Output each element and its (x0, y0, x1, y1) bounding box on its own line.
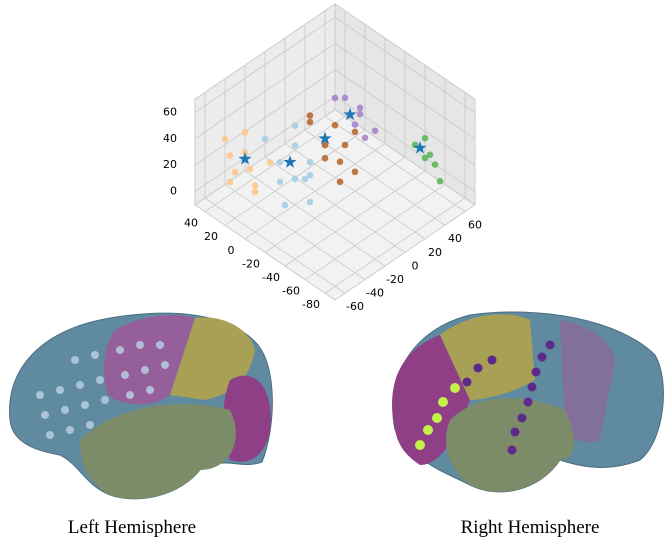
right-brain (392, 312, 663, 492)
point (292, 122, 299, 129)
x-tick-label: 40 (448, 232, 462, 245)
point (292, 176, 299, 183)
z-tick-label: 40 (163, 132, 177, 145)
point (322, 155, 329, 162)
point (307, 119, 314, 126)
caption: Left Hemisphere (68, 517, 196, 538)
x-tick-label: 60 (468, 219, 482, 232)
point (357, 105, 364, 112)
y-tick-label: -20 (242, 257, 260, 270)
point (422, 135, 429, 142)
point (372, 128, 379, 135)
point (232, 169, 239, 176)
x-tick-label: -60 (346, 300, 364, 313)
point (307, 199, 314, 206)
figure: -60-40-200204060-80-60-40-20020400204060… (0, 0, 668, 544)
point (252, 189, 259, 196)
x-tick-label: -20 (386, 273, 404, 286)
point (252, 182, 259, 189)
x-tick-label: 20 (428, 246, 442, 259)
point (222, 136, 229, 143)
point (432, 161, 439, 168)
point (332, 122, 339, 129)
point (277, 159, 284, 166)
caption: Right Hemisphere (461, 517, 600, 538)
y-tick-label: 0 (228, 244, 235, 257)
point (267, 159, 274, 166)
point (282, 202, 289, 209)
point (422, 155, 429, 162)
point (352, 169, 359, 176)
z-tick-label: 0 (170, 185, 177, 198)
point (357, 111, 364, 118)
point (247, 166, 254, 173)
point (337, 159, 344, 166)
point (362, 135, 369, 142)
point (352, 129, 359, 136)
y-tick-label: 20 (204, 230, 218, 243)
z-tick-label: 20 (163, 158, 177, 171)
point (332, 95, 339, 102)
point (227, 179, 234, 186)
point (352, 121, 359, 128)
point (307, 112, 314, 119)
z-tick-label: 60 (163, 105, 177, 118)
y-tick-label: 40 (184, 217, 198, 230)
point (337, 179, 344, 186)
x-tick-label: 0 (412, 259, 419, 272)
point (242, 129, 249, 136)
point (262, 136, 269, 143)
point (342, 95, 349, 102)
point (227, 152, 234, 159)
y-tick-label: -40 (262, 271, 280, 284)
y-tick-label: -60 (282, 285, 300, 298)
point (437, 178, 444, 185)
point (292, 142, 299, 149)
point (277, 179, 284, 186)
x-tick-label: -40 (366, 287, 384, 300)
y-tick-label: -80 (302, 298, 320, 311)
point (342, 142, 349, 149)
point (302, 176, 309, 183)
point (307, 159, 314, 166)
left-brain (10, 313, 273, 499)
